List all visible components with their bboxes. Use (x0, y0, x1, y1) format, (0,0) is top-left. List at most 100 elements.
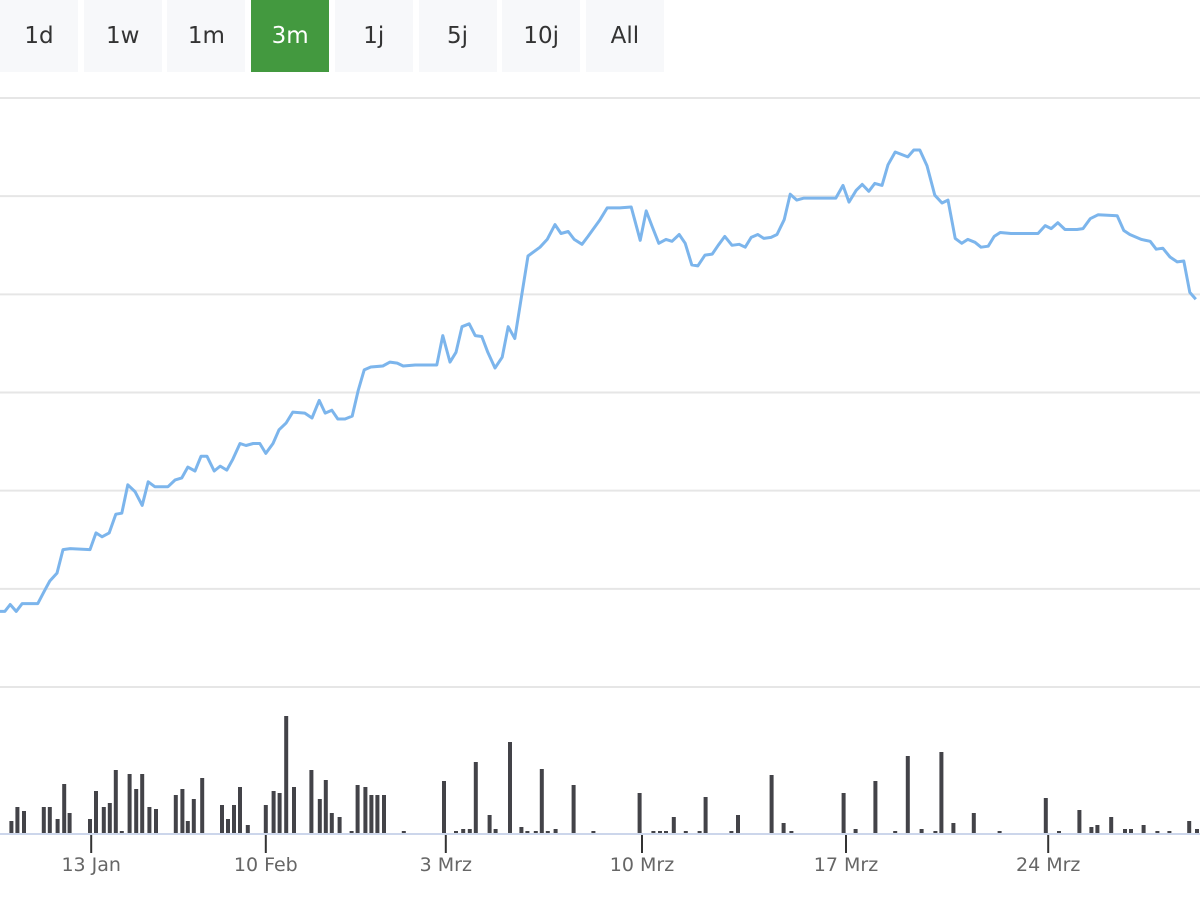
volume-bar (263, 805, 268, 833)
volume-bar (107, 803, 112, 833)
x-axis: 13 Jan 10 Feb 3 Mrz 10 Mrz 17 Mrz 24 Mrz (0, 833, 1200, 876)
volume-bar (67, 813, 72, 833)
range-button-1j[interactable]: 1j (334, 0, 413, 72)
volume-bar (191, 799, 196, 833)
x-tick-label: 3 Mrz (420, 854, 472, 876)
volume-bar (525, 831, 530, 833)
volume-bar (1195, 829, 1199, 833)
volume-bar (781, 823, 786, 833)
volume-bar (637, 793, 642, 833)
volume-bar (939, 752, 944, 833)
volume-bar (591, 831, 596, 833)
volume-bar (220, 805, 224, 833)
volume-bar (355, 785, 360, 833)
volume-bar (382, 795, 386, 833)
volume-bar (442, 781, 446, 833)
volume-bar (651, 831, 656, 833)
range-button-10j[interactable]: 10j (502, 0, 581, 72)
volume-bar (329, 813, 334, 833)
x-tick-label: 10 Mrz (610, 854, 674, 876)
volume-bar (467, 829, 472, 833)
volume-bar (1123, 829, 1127, 833)
range-button-1w[interactable]: 1w (83, 0, 162, 72)
range-button-1m[interactable]: 1m (167, 0, 246, 72)
volume-bar (337, 817, 342, 833)
volume-bar (15, 807, 20, 833)
volume-bar (454, 831, 458, 833)
volume-bar (1187, 821, 1192, 833)
volume-bar (487, 815, 492, 833)
volume-bar (473, 762, 478, 833)
volume-bar (317, 799, 322, 833)
volume-bar (736, 815, 740, 833)
volume-bar (22, 811, 26, 833)
volume-bar (173, 795, 178, 833)
volume-bar (508, 742, 512, 833)
volume-bar (401, 831, 406, 833)
volume-bars (9, 716, 1199, 833)
volume-bar (271, 791, 276, 833)
volume-bar (9, 821, 14, 833)
range-button-3m[interactable]: 3m (251, 0, 330, 72)
volume-bar (1089, 827, 1094, 833)
volume-bar (1095, 825, 1100, 833)
x-tick-label: 10 Feb (234, 854, 298, 876)
volume-bar (841, 793, 846, 833)
volume-bar (363, 787, 368, 833)
volume-bar (1109, 817, 1114, 833)
volume-bar (545, 831, 550, 833)
volume-bar (1167, 831, 1172, 833)
volume-bar (461, 829, 466, 833)
volume-bar (238, 787, 242, 833)
volume-bar (971, 813, 976, 833)
volume-bar (933, 831, 938, 833)
volume-bar (185, 821, 190, 833)
volume-bar (55, 819, 60, 833)
volume-bar (41, 807, 46, 833)
volume-bar (533, 831, 538, 833)
volume-bar (113, 770, 118, 833)
volume-bar (140, 774, 145, 833)
volume-bar (729, 831, 734, 833)
volume-bar (553, 829, 558, 833)
x-tick-label: 13 Jan (61, 854, 121, 876)
volume-bar (369, 795, 374, 833)
volume-bar (292, 787, 296, 833)
volume-bar (1155, 831, 1160, 833)
range-button-1d[interactable]: 1d (0, 0, 78, 72)
volume-bar (88, 819, 92, 833)
volume-bar (62, 784, 67, 833)
volume-bar (658, 831, 662, 833)
volume-bar (519, 827, 524, 833)
price-series (0, 148, 1197, 613)
volume-bar (703, 797, 708, 833)
volume-bar (571, 785, 576, 833)
volume-bar (905, 756, 910, 833)
volume-bar (154, 809, 158, 833)
volume-bar (349, 831, 354, 833)
volume-bar (893, 831, 898, 833)
volume-bar (119, 831, 124, 833)
range-button-5j[interactable]: 5j (418, 0, 497, 72)
gridlines (0, 97, 1200, 688)
volume-bar (226, 819, 230, 833)
volume-bar (94, 791, 98, 833)
volume-bar (789, 831, 794, 833)
volume-bar (309, 770, 314, 833)
volume-bar (769, 775, 774, 833)
x-tick-label: 24 Mrz (1016, 854, 1080, 876)
volume-bar (671, 817, 676, 833)
volume-bar (284, 716, 289, 833)
range-button-all[interactable]: All (585, 0, 664, 72)
volume-bar (147, 807, 152, 833)
volume-bar (127, 774, 132, 833)
volume-bar (1043, 798, 1048, 833)
volume-bar (101, 807, 106, 833)
volume-bar (1077, 810, 1082, 833)
volume-bar (919, 829, 924, 833)
volume-bar (134, 789, 139, 833)
volume-bar (47, 807, 52, 833)
volume-bar (323, 780, 328, 833)
volume-bar (375, 795, 380, 833)
volume-bar (1129, 829, 1133, 833)
